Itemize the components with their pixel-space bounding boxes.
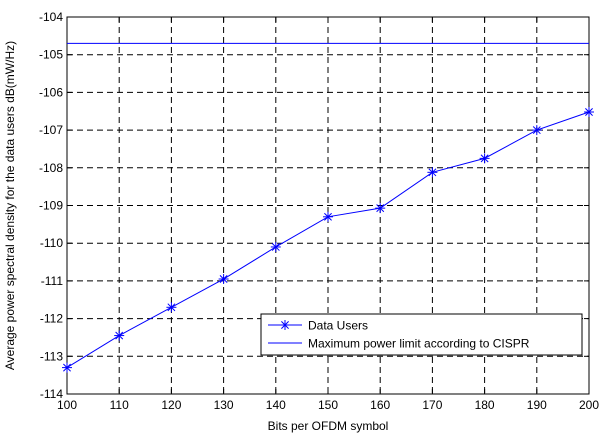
y-tick-label: -110 [40,236,63,250]
y-tick-label: -106 [39,85,63,99]
data-point [531,125,542,136]
data-point [62,362,72,373]
legend-marker-data-users [280,320,290,330]
x-tick-label: 200 [579,398,599,412]
legend: Data Users Maximum power limit according… [260,313,583,356]
legend-box [260,313,583,356]
y-tick-label: -104 [39,10,63,24]
x-tick-label: 130 [214,398,234,412]
x-tick-label: 180 [475,398,495,412]
y-tick-label: -105 [39,48,63,62]
x-tick-label: 190 [527,398,547,412]
x-tick-label: 150 [318,398,338,412]
y-tick-label: -108 [39,161,63,175]
y-tick-label: -113 [40,349,63,363]
data-point [375,203,386,214]
x-tick-label: 120 [161,398,181,412]
legend-label-data-users: Data Users [308,319,368,333]
y-tick-label: -111 [41,274,64,288]
legend-asterisk-icon [280,320,290,330]
x-tick-label: 110 [110,398,129,412]
data-point [479,153,490,164]
y-tick-label: -109 [39,199,63,213]
y-tick-label: -107 [39,123,63,137]
data-point [114,330,125,341]
y-tick-label: -114 [40,387,63,401]
data-point [218,274,229,285]
data-point [323,211,333,222]
y-axis-label: Average power spectral density for the d… [3,41,17,370]
data-point [270,241,281,252]
data-point [166,302,177,313]
x-tick-label: 160 [370,398,390,412]
x-tick-label: 100 [57,398,77,412]
x-tick-label: 170 [422,398,442,412]
legend-label-cispr-limit: Maximum power limit according to CISPR [308,337,530,351]
x-axis-label: Bits per OFDM symbol [268,419,389,433]
data-point [584,107,594,118]
x-tick-label: 140 [266,398,286,412]
data-point [427,167,438,178]
series [62,42,594,373]
y-tick-label: -112 [40,312,63,326]
ticks: 100 110 120 130 140 150 160 170 180 190 200 -114 -11… [39,10,599,412]
